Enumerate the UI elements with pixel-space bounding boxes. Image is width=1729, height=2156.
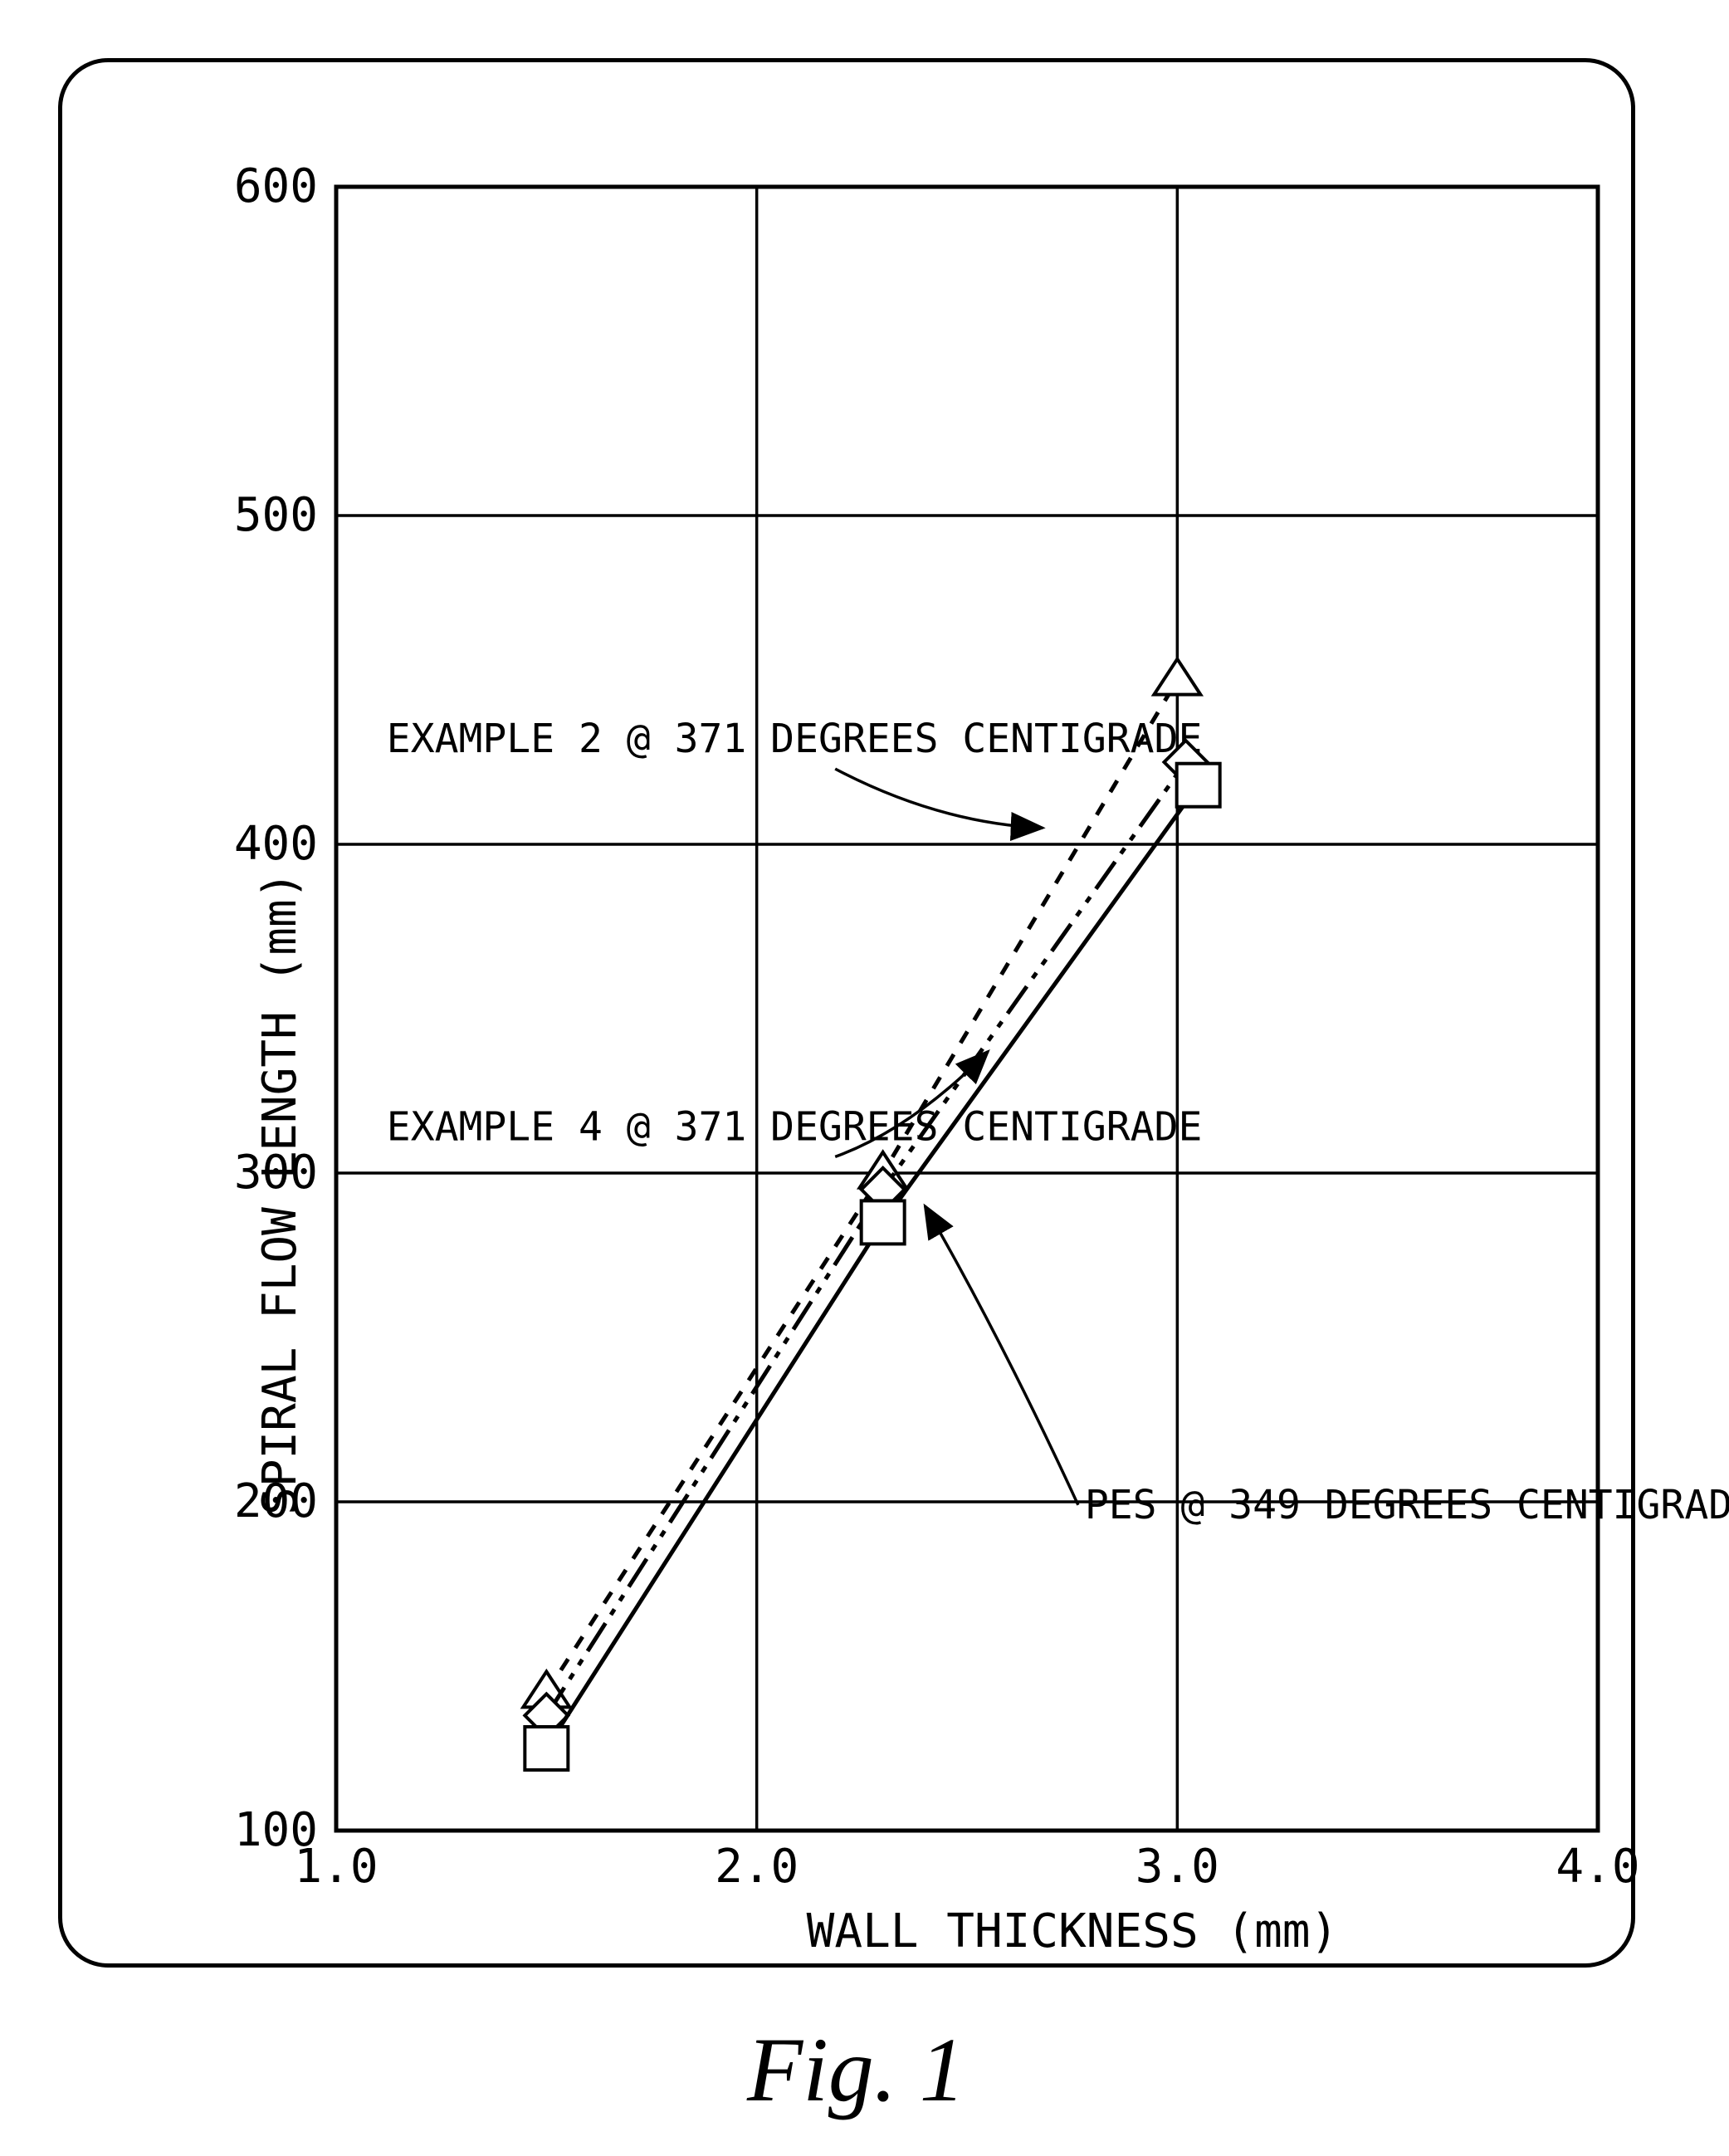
y-tick-label: 600: [234, 159, 318, 213]
figure-caption: Fig. 1: [747, 2017, 965, 2123]
x-tick-label: 4.0: [1556, 1840, 1639, 1894]
x-tick-label: 3.0: [1136, 1840, 1219, 1894]
y-axis-label: SPIRAL FLOW LENGTH (mm): [253, 872, 307, 1515]
line-chart: 1.02.03.04.0100200300400500600WALL THICK…: [336, 187, 1598, 1831]
x-tick-label: 2.0: [715, 1840, 799, 1894]
y-tick-label: 500: [234, 488, 318, 542]
y-tick-label: 400: [234, 817, 318, 871]
x-axis-label: WALL THICKNESS (mm): [807, 1904, 1339, 1958]
series-callout-label: EXAMPLE 2 @ 371 DEGREES CENTIGRADE: [387, 716, 1203, 762]
series-callout-label: EXAMPLE 4 @ 371 DEGREES CENTIGRADE: [387, 1103, 1203, 1150]
chart-container: 1.02.03.04.0100200300400500600WALL THICK…: [336, 187, 1598, 1831]
y-tick-label: 100: [234, 1803, 318, 1857]
series-callout-label: PES @ 349 DEGREES CENTIGRADE: [1085, 1482, 1729, 1528]
outer-frame: 1.02.03.04.0100200300400500600WALL THICK…: [58, 58, 1635, 1968]
